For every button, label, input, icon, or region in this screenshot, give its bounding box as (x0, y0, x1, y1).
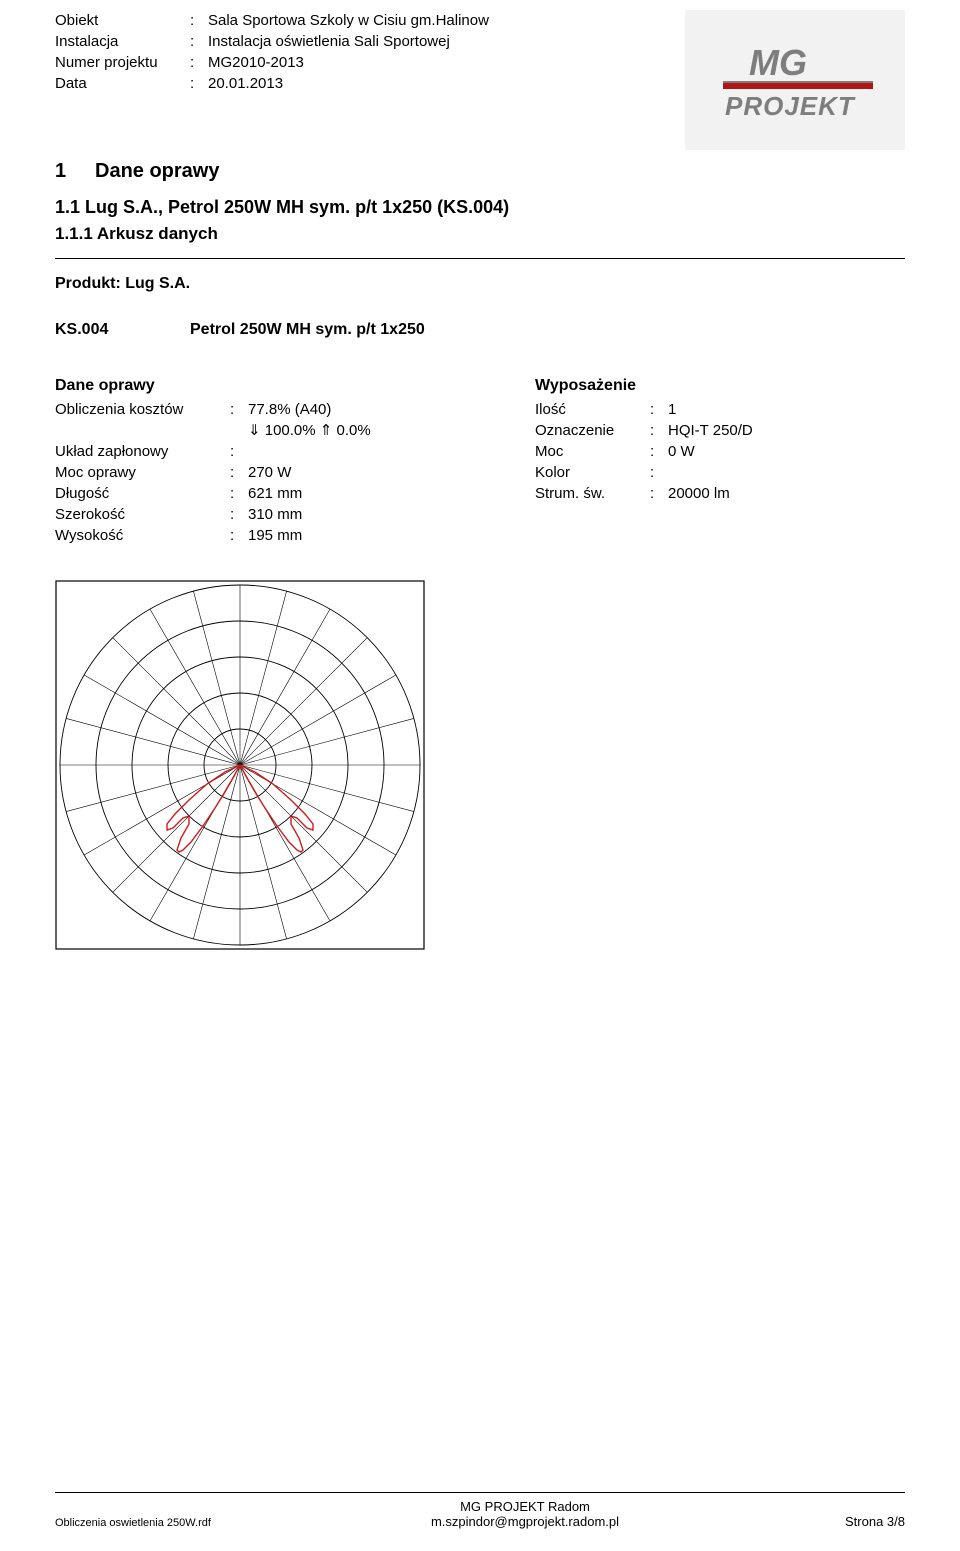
footer-company: MG PROJEKT Radom (305, 1499, 745, 1514)
kv-key: Moc oprawy (55, 462, 230, 483)
ks-val: Petrol 250W MH sym. p/t 1x250 (190, 321, 425, 339)
dane-oprawy-table: Obliczenia kosztów:77.8% (A40)⇓ 100.0% ⇑… (55, 399, 495, 546)
colon: : (650, 462, 668, 483)
meta-key-data: Data (55, 73, 190, 94)
kv-key: Kolor (535, 462, 650, 483)
footer-email: m.szpindor@mgprojekt.radom.pl (305, 1514, 745, 1529)
colon: : (230, 441, 248, 462)
logo-bottom-text: PROJEKT (725, 91, 856, 121)
kv-val: 77.8% (A40) (248, 399, 331, 420)
kv-val: 0 W (668, 441, 695, 462)
colon: : (230, 525, 248, 546)
meta-val-obiekt: Sala Sportowa Szkoly w Cisiu gm.Halinow (208, 10, 489, 31)
polar-svg (55, 580, 425, 950)
polar-diagram (55, 580, 425, 950)
table-row: ⇓ 100.0% ⇑ 0.0% (55, 420, 495, 441)
kv-key: Strum. św. (535, 483, 650, 504)
kv-val: 310 mm (248, 504, 302, 525)
kv-key: Długość (55, 483, 230, 504)
footer-file: Obliczenia oswietlenia 250W.rdf (55, 1517, 305, 1529)
kv-val: 270 W (248, 462, 291, 483)
dane-oprawy-heading: Dane oprawy (55, 377, 495, 395)
kv-key: Obliczenia kosztów (55, 399, 230, 420)
meta-val-numer: MG2010-2013 (208, 52, 304, 73)
logo-accent-bar (723, 83, 873, 89)
heading-2: 1.1 Lug S.A., Petrol 250W MH sym. p/t 1x… (55, 197, 905, 218)
logo: MG PROJEKT (685, 10, 905, 150)
logo-accent-bar-top (723, 81, 873, 83)
colon: : (190, 10, 208, 31)
heading-3: 1.1.1 Arkusz danych (55, 224, 905, 244)
colon: : (230, 462, 248, 483)
kv-key: Układ zapłonowy (55, 441, 230, 462)
kv-key (55, 420, 230, 441)
colon: : (650, 420, 668, 441)
kv-key: Szerokość (55, 504, 230, 525)
table-row: Wysokość:195 mm (55, 525, 495, 546)
meta-key-instalacja: Instalacja (55, 31, 190, 52)
table-row: Kolor: (535, 462, 905, 483)
heading-1-text: Dane oprawy (95, 160, 219, 183)
footer-divider (55, 1492, 905, 1493)
footer-page: Strona 3/8 (745, 1514, 905, 1529)
kv-val: 195 mm (248, 525, 302, 546)
wyposazenie-heading: Wyposażenie (535, 377, 905, 395)
kv-val: 1 (668, 399, 676, 420)
kv-key: Moc (535, 441, 650, 462)
table-row: Oznaczenie:HQI-T 250/D (535, 420, 905, 441)
colon: : (190, 31, 208, 52)
logo-top-text: MG (749, 42, 807, 83)
table-row: Strum. św.:20000 lm (535, 483, 905, 504)
meta-table: Obiekt : Sala Sportowa Szkoly w Cisiu gm… (55, 10, 489, 150)
meta-val-data: 20.01.2013 (208, 73, 283, 94)
table-row: Długość:621 mm (55, 483, 495, 504)
table-row: Moc:0 W (535, 441, 905, 462)
colon: : (230, 399, 248, 420)
table-row: Ilość:1 (535, 399, 905, 420)
heading-1-num: 1 (55, 160, 95, 183)
colon: : (230, 504, 248, 525)
colon: : (650, 399, 668, 420)
meta-key-obiekt: Obiekt (55, 10, 190, 31)
divider (55, 258, 905, 259)
kv-key: Oznaczenie (535, 420, 650, 441)
colon: : (190, 52, 208, 73)
kv-val: ⇓ 100.0% ⇑ 0.0% (248, 420, 371, 441)
heading-1: 1 Dane oprawy (55, 160, 905, 183)
table-row: Układ zapłonowy: (55, 441, 495, 462)
wyposazenie-table: Ilość:1Oznaczenie:HQI-T 250/DMoc:0 WKolo… (535, 399, 905, 504)
colon: : (650, 441, 668, 462)
kv-val: 621 mm (248, 483, 302, 504)
table-row: Moc oprawy:270 W (55, 462, 495, 483)
kv-val: HQI-T 250/D (668, 420, 753, 441)
kv-val: 20000 lm (668, 483, 730, 504)
footer: Obliczenia oswietlenia 250W.rdf MG PROJE… (55, 1492, 905, 1529)
colon: : (650, 483, 668, 504)
produkt-line: Produkt: Lug S.A. (55, 275, 905, 293)
meta-val-instalacja: Instalacja oświetlenia Sali Sportowej (208, 31, 450, 52)
kv-key: Ilość (535, 399, 650, 420)
colon (230, 420, 248, 441)
colon: : (230, 483, 248, 504)
table-row: Obliczenia kosztów:77.8% (A40) (55, 399, 495, 420)
meta-key-numer: Numer projektu (55, 52, 190, 73)
colon: : (190, 73, 208, 94)
table-row: Szerokość:310 mm (55, 504, 495, 525)
ks-row: KS.004 Petrol 250W MH sym. p/t 1x250 (55, 321, 905, 339)
kv-key: Wysokość (55, 525, 230, 546)
ks-key: KS.004 (55, 321, 190, 339)
logo-svg: MG PROJEKT (705, 35, 885, 125)
